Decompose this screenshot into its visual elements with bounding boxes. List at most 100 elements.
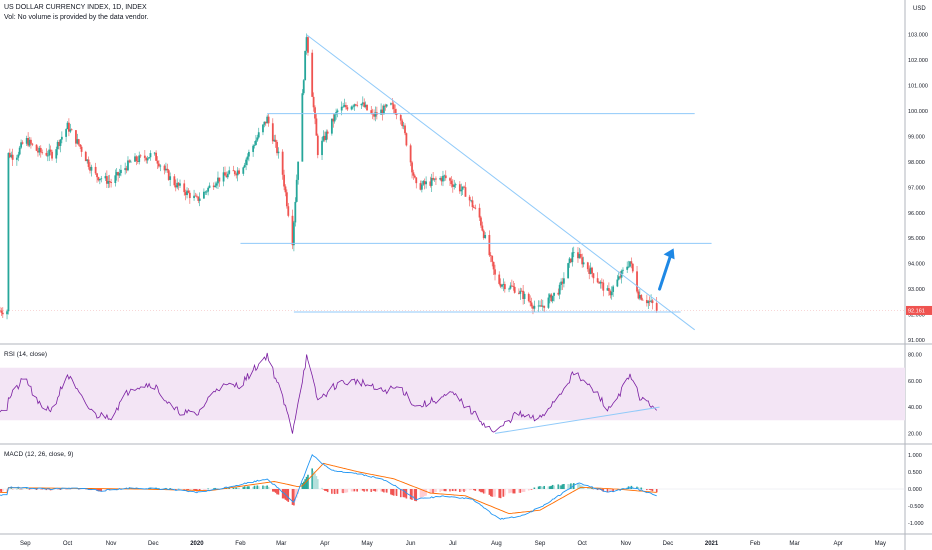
macd-histogram-bar	[205, 489, 208, 490]
price-trendline	[306, 34, 695, 331]
macd-histogram-bar	[255, 486, 257, 489]
macd-histogram-bar	[363, 489, 366, 492]
macd-histogram-bar	[364, 489, 367, 491]
macd-histogram-bar	[543, 485, 546, 489]
macd-histogram-bar	[608, 489, 610, 493]
candle-body-down	[645, 300, 648, 304]
candle-body-down	[405, 133, 408, 146]
macd-histogram-bar	[135, 487, 138, 489]
candle-body-down	[419, 183, 422, 190]
candle-body-down	[184, 192, 187, 196]
candle-body-down	[471, 200, 474, 208]
candle-body-up	[208, 185, 211, 188]
candle-body-down	[45, 152, 48, 156]
candle-body-up	[650, 300, 652, 302]
candle-body-down	[155, 152, 157, 161]
macd-histogram-bar	[272, 489, 274, 492]
rsi-band	[0, 367, 905, 421]
candle-body-up	[627, 266, 630, 268]
rsi-tick-label: 20.00	[908, 431, 922, 437]
macd-histogram-bar	[326, 489, 329, 493]
candle-body-down	[540, 305, 543, 307]
candle-body-down	[316, 135, 319, 156]
candle-body-down	[323, 135, 326, 141]
candle-body-up	[430, 177, 433, 186]
macd-histogram-bar	[425, 489, 427, 496]
macd-histogram-bar	[390, 489, 392, 495]
macd-histogram-bar	[519, 489, 522, 493]
macd-histogram-bar	[232, 487, 235, 489]
candle-body-down	[596, 278, 599, 283]
candle-body-down	[139, 155, 142, 157]
candle-body-up	[501, 285, 503, 287]
macd-histogram-bar	[312, 471, 315, 489]
candle-body-up	[243, 164, 246, 168]
candle-body-down	[21, 142, 24, 144]
candle-body-up	[215, 183, 218, 186]
candle-body-down	[238, 170, 240, 174]
candle-body-down	[527, 293, 530, 301]
candle-body-down	[125, 168, 128, 171]
macd-histogram-bar	[480, 489, 482, 493]
candle-body-down	[492, 261, 495, 270]
candle-body-up	[390, 103, 392, 105]
candle-body-up	[547, 297, 550, 308]
candle-body-up	[198, 198, 201, 201]
macd-histogram-bar	[454, 489, 457, 492]
macd-histogram-bar	[405, 489, 408, 499]
candle-body-up	[340, 106, 343, 111]
candle-body-up	[222, 172, 225, 182]
macd-histogram-bar	[523, 489, 526, 492]
candle-body-up	[127, 160, 129, 171]
macd-title: MACD (12, 26, close, 9)	[4, 451, 73, 458]
macd-histogram-bar	[578, 483, 581, 489]
candle-body-down	[354, 104, 357, 106]
candle-body-up	[342, 106, 345, 108]
time-tick-label: Dec	[148, 541, 159, 547]
macd-histogram-bar	[655, 489, 658, 493]
candle-body-down	[314, 107, 316, 119]
candle-body-up	[610, 291, 613, 296]
candle-body-up	[28, 139, 31, 146]
candle-body-down	[135, 156, 138, 162]
candle-body-up	[15, 157, 18, 160]
candle-body-down	[529, 300, 532, 303]
candle-body-down	[0, 310, 3, 313]
macd-histogram-bar	[539, 486, 541, 489]
candle-body-down	[602, 282, 605, 291]
macd-histogram-bar	[553, 485, 555, 489]
candle-body-down	[79, 144, 82, 147]
candle-body-up	[582, 262, 585, 265]
candle-body-up	[461, 186, 464, 190]
macd-histogram-bar	[561, 484, 564, 489]
macd-histogram-bar	[203, 489, 205, 490]
candle-body-up	[65, 129, 67, 137]
candle-body-up	[255, 140, 257, 145]
macd-histogram-bar	[315, 476, 318, 489]
candle-body-down	[41, 152, 44, 154]
macd-histogram-bar	[439, 489, 441, 492]
candle-body-up	[273, 139, 276, 142]
macd-histogram-bar	[274, 489, 277, 493]
macd-histogram-bar	[470, 489, 472, 490]
candle-body-down	[264, 121, 267, 124]
candle-body-up	[460, 189, 463, 192]
candle-body-down	[435, 178, 437, 180]
candle-body-down	[218, 177, 221, 182]
macd-histogram-bar	[246, 486, 249, 489]
macd-histogram-bar	[568, 484, 571, 489]
candle-body-down	[84, 151, 87, 162]
macd-histogram-bar	[558, 485, 561, 489]
macd-histogram-bar	[391, 489, 394, 496]
candle-body-up	[360, 103, 363, 106]
candle-body-up	[129, 161, 132, 163]
candle-body-up	[325, 131, 328, 141]
price-tick-label: 103.000	[908, 33, 928, 39]
macd-histogram-bar	[262, 485, 264, 489]
price-tick-label: 94.000	[908, 262, 925, 268]
macd-histogram-bar	[513, 489, 516, 494]
candle-body-up	[361, 102, 364, 104]
candle-body-up	[118, 173, 121, 176]
candle-body-down	[641, 299, 644, 301]
